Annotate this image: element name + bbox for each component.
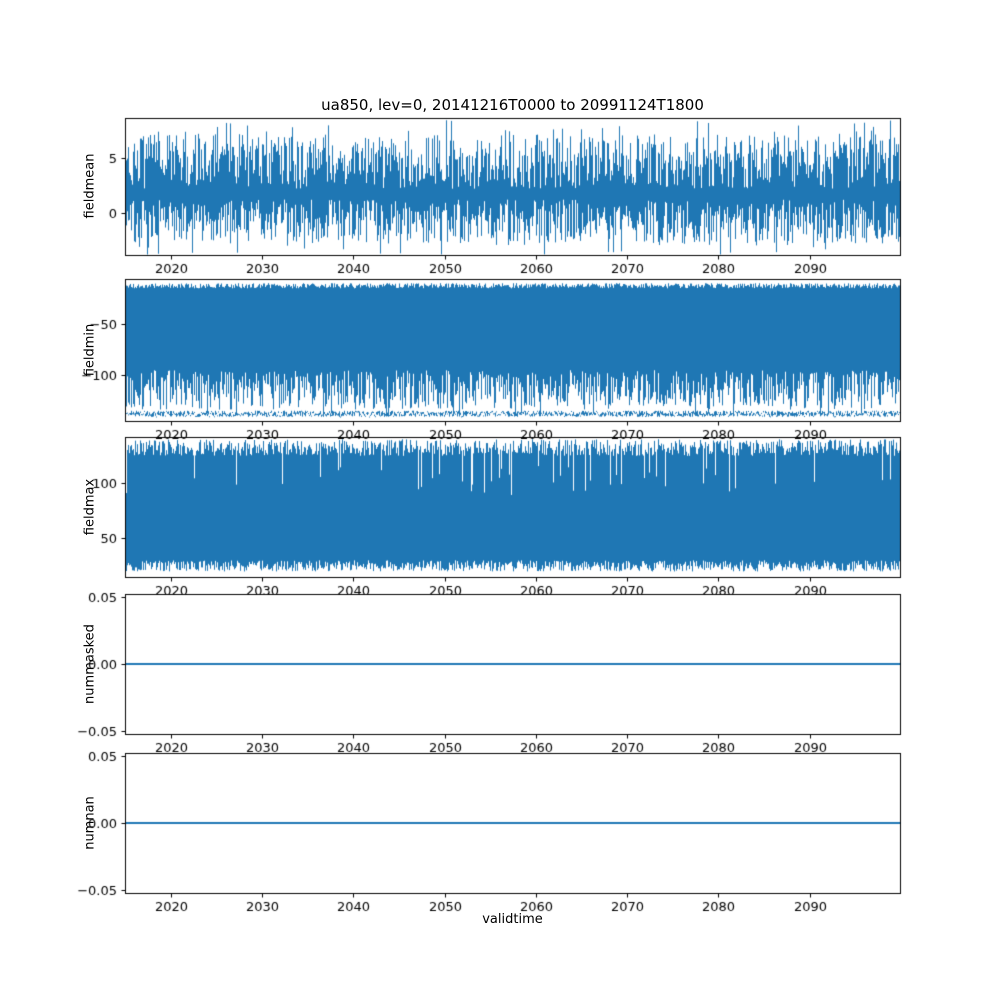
ylabel-fieldmin: fieldmin [82, 323, 98, 377]
ylabel-fieldmax: fieldmax [82, 478, 98, 536]
figure-title: ua850, lev=0, 20141216T0000 to 20991124T… [321, 96, 704, 114]
xlabel-validtime: validtime [482, 912, 543, 927]
ylabel-numnan: numnan [82, 796, 98, 850]
ylabel-fieldmean: fieldmean [82, 153, 98, 219]
ylabel-nummasked: nummasked [82, 624, 98, 704]
